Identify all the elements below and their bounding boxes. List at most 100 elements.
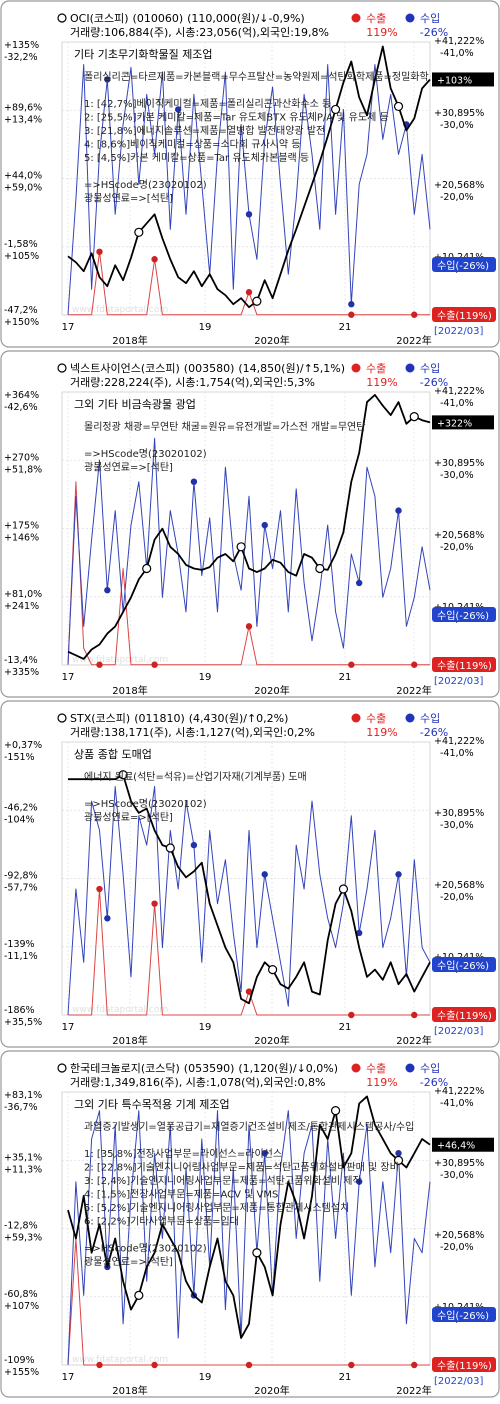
chart-panel: STX(코스피) (011810) (4,430(원)/↑0,2%) 거래량:138,… (0, 700, 500, 1050)
header-name: STX(코스피) (70, 712, 130, 725)
x-tick-label: 2018年 (112, 334, 147, 347)
watermark: www.fdataportal.com (72, 655, 168, 665)
import-legend-dot-icon (405, 363, 415, 373)
x-tick-label: 17 (62, 322, 75, 333)
note-line: 광물성연료=>[석탄] (84, 193, 173, 205)
import-marker (348, 301, 355, 308)
note-line: 1: [42,7%]베이직케미컬=제품=폴리실리콘과산화수소 등 (84, 97, 331, 110)
import-legend-value: -26% (420, 1076, 448, 1089)
left-axis-chg: -104% (4, 814, 35, 825)
header-name: OCI(코스피) (70, 12, 129, 25)
note-line: 6: [2,2%]기타사업부문=상품=임대 (84, 1215, 239, 1228)
chart-title: 기타 기초무기화학물질 제조업 (74, 48, 213, 61)
import-legend-label: 수입 (420, 712, 440, 725)
export-legend-label: 수출 (366, 1062, 386, 1075)
price-line (67, 45, 431, 309)
note-line: 4: [1,5%]전장사업부문=제품=ACV 및 VMS (84, 1188, 278, 1201)
x-tick-label: 2020年 (254, 334, 289, 347)
import-badge-label: 수입(-26%) (437, 959, 489, 972)
x-tick-label: 2022年 (396, 684, 431, 697)
import-legend-label: 수입 (420, 362, 440, 375)
volume-line: 거래량:228,224(주), 시총:1,754(억),외국인:5,3% (70, 376, 315, 389)
left-axis-chg: +11,3% (4, 1164, 42, 1175)
import-marker (261, 871, 268, 878)
x-tick-label: 19 (199, 672, 212, 683)
x-tick-label: 2020年 (254, 1384, 289, 1397)
x-tick-label: 17 (62, 1372, 75, 1383)
import-marker (395, 871, 402, 878)
export-marker (348, 1361, 355, 1369)
header-name: 한국테크놀로지(코스닥) (70, 1062, 180, 1075)
export-legend-label: 수출 (366, 362, 386, 375)
header-price: (1,120(원)/↓0,0%) (238, 1062, 338, 1075)
export-marker (245, 1361, 253, 1369)
price-marker (134, 1290, 144, 1300)
x-tick-label: 2022年 (396, 1384, 431, 1397)
import-marker (395, 1150, 402, 1157)
import-badge (432, 257, 496, 272)
right-axis-chg: -41,0% (440, 1098, 474, 1109)
note-line: 광물성연료=>[석탄] (84, 462, 173, 474)
x-tick-label: 2018年 (112, 1384, 147, 1397)
note-line: 에너지 원료(석탄=석유)=산업기자재(기계부품) 도매 (84, 770, 307, 783)
export-marker (96, 248, 103, 255)
price-line (67, 1095, 431, 1339)
export-badge (432, 1357, 496, 1372)
left-axis-pct: +89,6% (4, 102, 42, 113)
import-badge-label: 수입(-26%) (437, 1309, 489, 1322)
right-axis-pct: +20,568% (434, 880, 484, 891)
right-axis-chg: -41,0% (440, 748, 474, 759)
export-marker (151, 900, 158, 907)
note-line: =>HScode명(23020102) (84, 448, 207, 460)
import-legend-dot-icon (405, 1063, 415, 1073)
note-line: 광물성연료=>[석탄] (84, 1256, 173, 1268)
price-marker (409, 411, 419, 422)
x-tick-label: 2018年 (112, 684, 147, 697)
right-axis-pct: +30,895% (434, 108, 484, 119)
watermark: www.fdataportal.com (72, 1005, 168, 1015)
left-axis-pct: -47,2% (4, 305, 38, 316)
import-line (67, 1110, 431, 1366)
export-badge (432, 657, 496, 672)
x-tick-label: 2020年 (254, 1034, 289, 1047)
left-axis-pct: -92,8% (4, 871, 38, 882)
chart-svg: OCI(코스피) (010060) (110,000(원)/↓-0,9%)거래량:1… (0, 0, 500, 348)
export-legend-dot-icon (351, 713, 361, 723)
left-axis-chg: -151% (4, 752, 35, 763)
price-marker (393, 1155, 404, 1165)
export-legend-value: 119% (366, 726, 397, 739)
note-line: 5: [4,5%]카본 케미칼=상품=Tar 유도체카본블랙 등 (84, 151, 309, 164)
price-marker (338, 884, 349, 894)
export-legend-value: 119% (366, 1076, 397, 1089)
export-legend-label: 수출 (366, 12, 386, 25)
ticker-bullet-icon (57, 713, 67, 723)
header-code: (011810) (134, 712, 185, 725)
period-label: [2022/03] (434, 1376, 483, 1387)
note-line: 3: [2,4%]기술엔지니어링사업부문=제품=석탄고품위화설비 제작 (84, 1174, 362, 1187)
ticker-bullet-icon (57, 1063, 67, 1073)
import-badge (432, 607, 496, 622)
price-line (67, 394, 431, 660)
right-axis-pct: +20,568% (434, 530, 484, 541)
price-marker (252, 296, 262, 306)
export-marker (245, 623, 253, 630)
note-line: 5: [5,2%]기술엔지니어링사업부문=제품=통합관제시스템설치 (84, 1201, 349, 1214)
import-badge-label: 수입(-26%) (437, 259, 489, 272)
import-marker (104, 915, 111, 922)
import-legend-value: -26% (420, 726, 448, 739)
import-marker (261, 521, 268, 529)
left-axis-pct: -46,2% (4, 802, 38, 813)
current-value-badge (432, 72, 494, 87)
header-code: (010060) (133, 12, 184, 25)
volume-line: 거래량:138,171(주), 시총:1,127(억),외국인:0,2% (70, 726, 315, 739)
left-axis-pct: -139% (4, 939, 35, 950)
export-badge (432, 307, 496, 322)
chart-svg: 한국테크놀로지(코스닥) (053590) (1,120(원)/↓0,0%)거래량:… (0, 1050, 500, 1398)
import-marker (395, 507, 402, 514)
right-axis-chg: -20,0% (440, 1242, 474, 1253)
left-axis-chg: +51,8% (4, 464, 42, 475)
note-line: 1: [35,8%]전장사업부문=라이선스=라이선스 (84, 1147, 282, 1160)
right-axis-pct: +41,222% (434, 386, 484, 397)
export-legend-label: 수출 (366, 712, 386, 725)
left-axis-pct: -60,8% (4, 1289, 38, 1300)
